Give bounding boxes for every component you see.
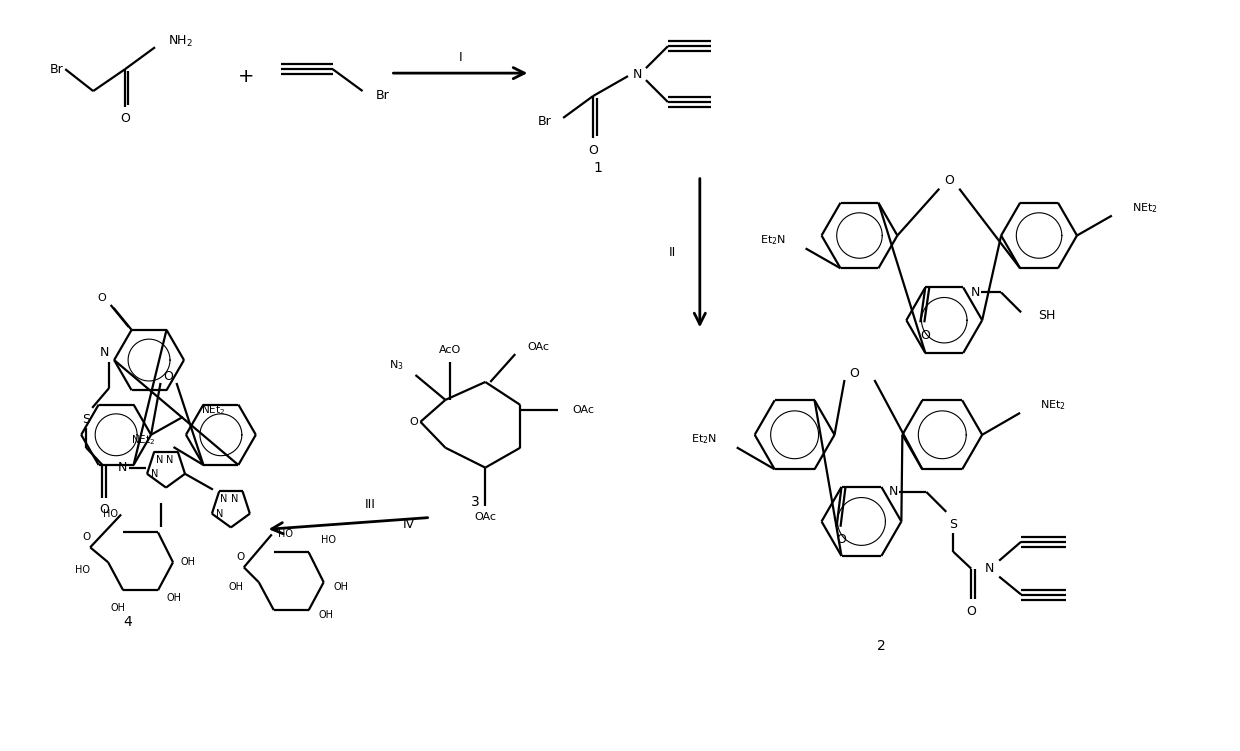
Text: NEt$_2$: NEt$_2$ bbox=[201, 403, 226, 417]
Text: S: S bbox=[950, 518, 957, 531]
Text: O: O bbox=[966, 605, 976, 618]
Text: HO: HO bbox=[321, 535, 336, 545]
Text: OAc: OAc bbox=[527, 342, 549, 352]
Text: N: N bbox=[632, 68, 641, 80]
Text: 1: 1 bbox=[594, 161, 603, 175]
Text: O: O bbox=[945, 174, 955, 187]
Text: N: N bbox=[166, 454, 174, 465]
Text: OH: OH bbox=[319, 610, 334, 620]
Text: OAc: OAc bbox=[572, 405, 594, 415]
Text: I: I bbox=[459, 50, 463, 64]
Text: OAc: OAc bbox=[475, 512, 496, 523]
Text: Br: Br bbox=[376, 89, 389, 101]
Text: 2: 2 bbox=[877, 639, 885, 653]
Text: O: O bbox=[849, 366, 859, 379]
Text: 4: 4 bbox=[124, 615, 133, 629]
Text: Et$_2$N: Et$_2$N bbox=[691, 433, 717, 446]
Text: II: II bbox=[668, 246, 676, 259]
Text: 3: 3 bbox=[471, 494, 480, 508]
Text: N: N bbox=[971, 286, 980, 299]
Text: SH: SH bbox=[1038, 309, 1055, 322]
Text: NH$_2$: NH$_2$ bbox=[167, 34, 193, 49]
Text: O: O bbox=[164, 370, 174, 384]
Text: O: O bbox=[837, 533, 847, 546]
Text: O: O bbox=[120, 113, 130, 125]
Text: NEt$_2$: NEt$_2$ bbox=[1040, 398, 1066, 412]
Text: N$_3$: N$_3$ bbox=[389, 358, 403, 372]
Text: S: S bbox=[82, 413, 91, 427]
Text: N: N bbox=[985, 562, 993, 575]
Text: AcO: AcO bbox=[439, 345, 461, 355]
Text: NEt$_2$: NEt$_2$ bbox=[131, 433, 155, 447]
Text: Br: Br bbox=[50, 62, 63, 76]
Text: N: N bbox=[151, 469, 159, 479]
Text: NEt$_2$: NEt$_2$ bbox=[1132, 201, 1158, 215]
Text: OH: OH bbox=[166, 593, 181, 603]
Text: III: III bbox=[365, 498, 376, 511]
Text: N: N bbox=[216, 508, 223, 519]
Text: N: N bbox=[99, 345, 109, 358]
Text: O: O bbox=[409, 417, 418, 427]
Text: +: + bbox=[238, 67, 254, 86]
Text: O: O bbox=[237, 552, 246, 562]
Text: HO: HO bbox=[76, 566, 91, 575]
Text: O: O bbox=[97, 293, 107, 303]
Text: Et$_2$N: Et$_2$N bbox=[760, 234, 786, 247]
Text: OH: OH bbox=[229, 582, 244, 593]
Text: Br: Br bbox=[537, 116, 551, 128]
Text: N: N bbox=[118, 461, 126, 474]
Text: N: N bbox=[221, 494, 228, 505]
Text: OH: OH bbox=[334, 582, 348, 593]
Text: N: N bbox=[889, 485, 898, 499]
Text: OH: OH bbox=[181, 557, 196, 567]
Text: OH: OH bbox=[110, 603, 125, 613]
Text: O: O bbox=[920, 329, 930, 342]
Text: N: N bbox=[155, 454, 162, 465]
Text: N: N bbox=[231, 494, 238, 505]
Text: O: O bbox=[588, 144, 598, 157]
Text: HO: HO bbox=[278, 529, 293, 539]
Text: HO: HO bbox=[103, 509, 118, 520]
Text: O: O bbox=[82, 532, 91, 542]
Text: O: O bbox=[99, 503, 109, 516]
Text: IV: IV bbox=[403, 518, 414, 531]
